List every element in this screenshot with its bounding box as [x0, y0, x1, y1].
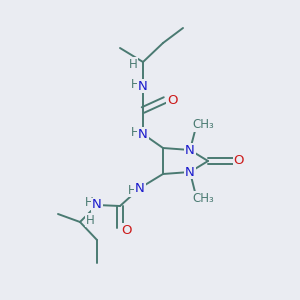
- Text: CH₃: CH₃: [192, 118, 214, 131]
- Text: H: H: [128, 184, 136, 196]
- Text: N: N: [185, 166, 195, 178]
- Text: H: H: [130, 77, 140, 91]
- Text: O: O: [122, 224, 132, 236]
- Text: N: N: [138, 128, 148, 140]
- Text: N: N: [135, 182, 145, 194]
- Text: N: N: [138, 80, 148, 92]
- Text: CH₃: CH₃: [192, 191, 214, 205]
- Text: N: N: [92, 199, 102, 212]
- Text: N: N: [185, 143, 195, 157]
- Text: O: O: [167, 94, 177, 106]
- Text: H: H: [129, 58, 137, 70]
- Text: O: O: [234, 154, 244, 167]
- Text: H: H: [85, 214, 94, 226]
- Text: H: H: [85, 196, 93, 209]
- Text: H: H: [130, 125, 140, 139]
